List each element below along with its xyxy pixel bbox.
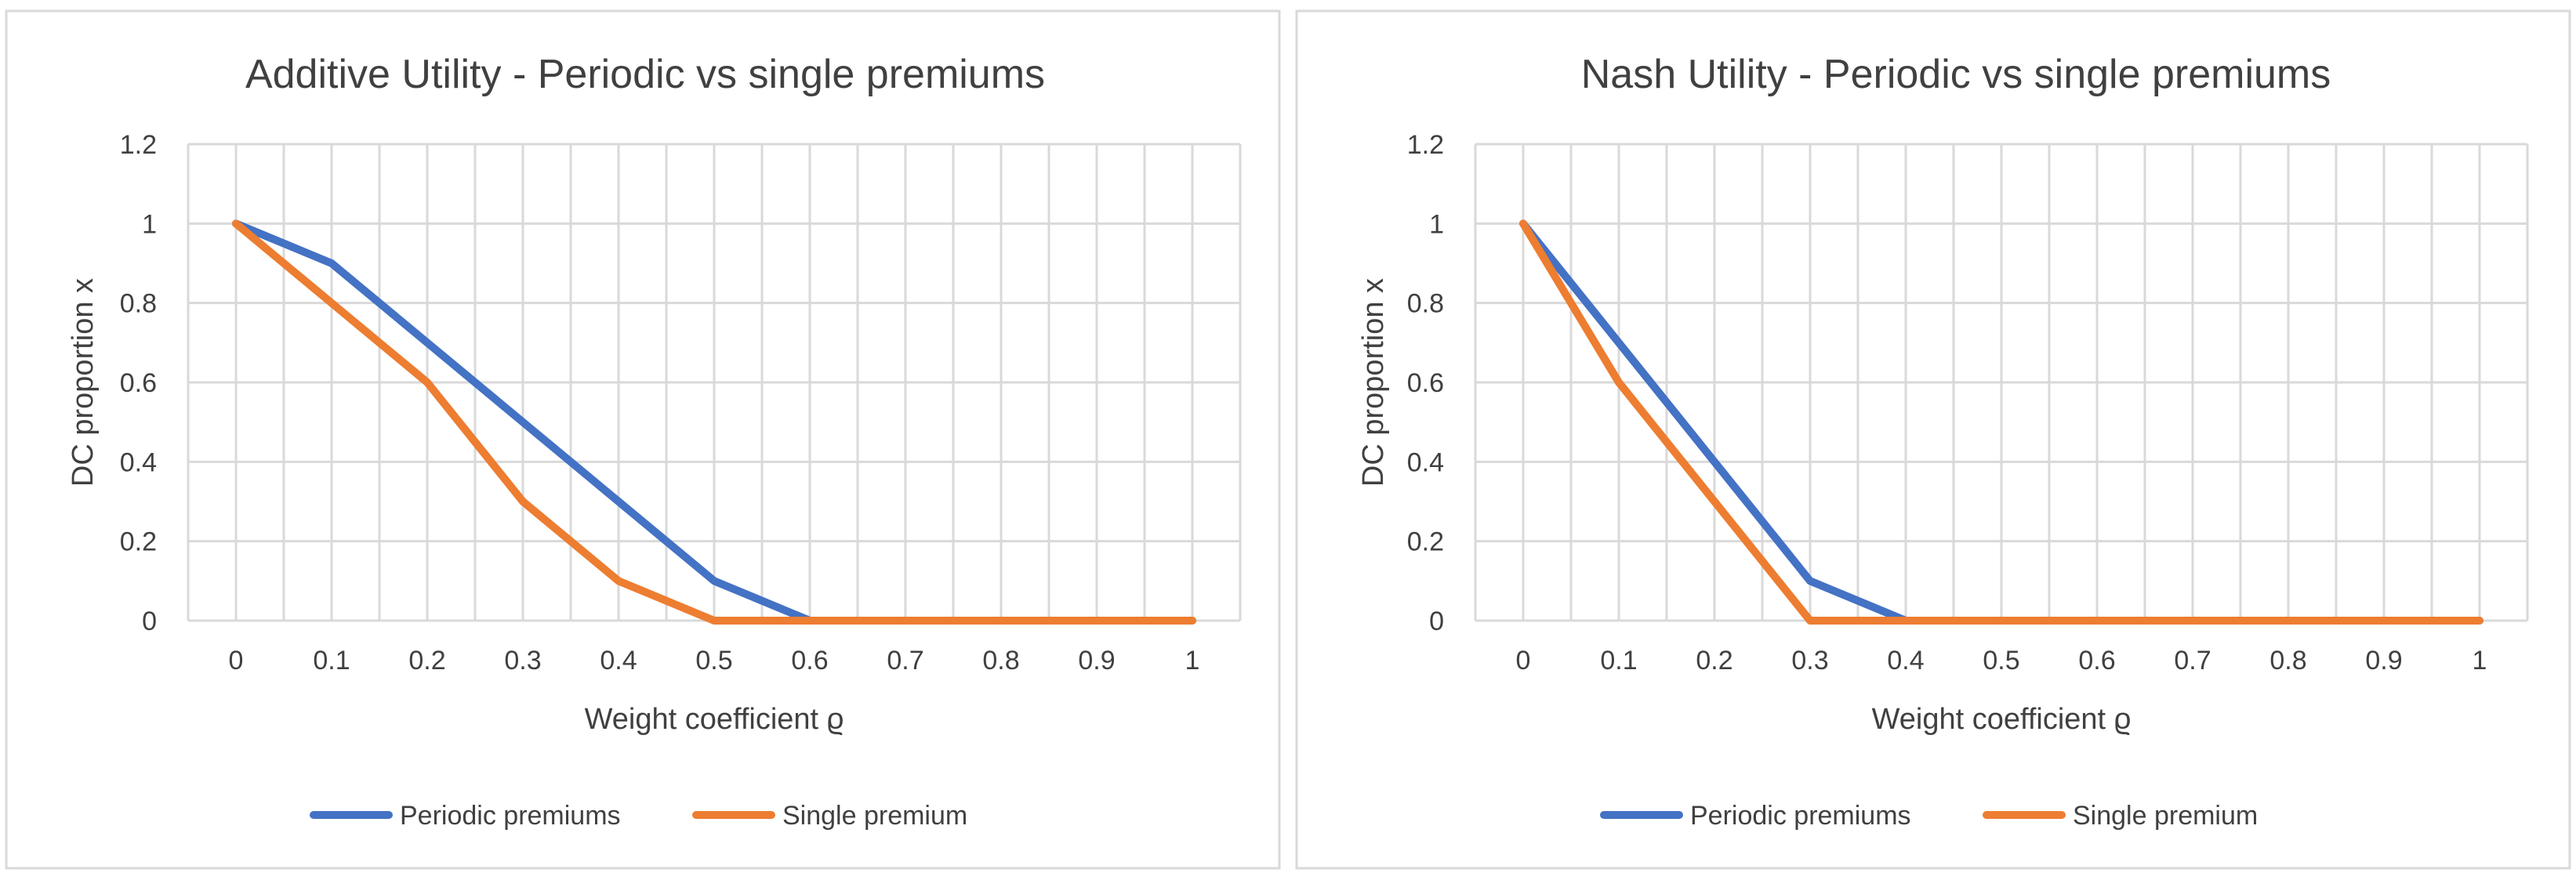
- x-axis-title: Weight coefficient ϱ: [1872, 703, 2132, 736]
- chart-title: Nash Utility - Periodic vs single premiu…: [1581, 52, 2331, 97]
- y-tick-label: 1.2: [120, 130, 157, 160]
- y-tick-label: 0.8: [1407, 289, 1444, 319]
- y-axis-title: DC proportion x: [1357, 278, 1390, 487]
- legend-label: Periodic premiums: [1690, 801, 1911, 831]
- chart-panel-2: Nash Utility - Periodic vs single premiu…: [1295, 9, 2571, 870]
- x-tick-label: 0.2: [1696, 646, 1732, 675]
- y-tick-label: 0.4: [1407, 447, 1444, 477]
- x-tick-label: 1: [1185, 646, 1200, 675]
- y-tick-label: 1.2: [1407, 130, 1444, 160]
- y-tick-label: 0.4: [120, 447, 157, 477]
- x-tick-label: 0.5: [695, 646, 732, 675]
- chart-title: Additive Utility - Periodic vs single pr…: [245, 52, 1045, 97]
- x-tick-label: 0.5: [1983, 646, 2019, 675]
- y-tick-label: 1: [1429, 209, 1444, 239]
- y-tick-label: 1: [142, 209, 157, 239]
- x-tick-label: 0.1: [1600, 646, 1637, 675]
- chart-panel-1: Additive Utility - Periodic vs single pr…: [5, 9, 1281, 870]
- y-tick-label: 0.8: [120, 289, 157, 319]
- x-tick-label: 0.7: [2174, 646, 2211, 675]
- x-tick-label: 0: [1516, 646, 1531, 675]
- x-tick-label: 0.8: [982, 646, 1019, 675]
- series-line-single-premium: [232, 219, 1196, 625]
- chart-frame: [5, 9, 1281, 870]
- x-tick-label: 0.9: [1078, 646, 1115, 675]
- x-tick-label: 0.6: [791, 646, 828, 675]
- x-tick-label: 0.2: [408, 646, 445, 675]
- x-tick-label: 0.8: [2269, 646, 2306, 675]
- legend-label: Single premium: [782, 801, 967, 831]
- x-tick-label: 0.3: [1791, 646, 1828, 675]
- legend: Periodic premiums Single premium: [1600, 801, 2258, 831]
- legend-label: Single premium: [2073, 801, 2258, 831]
- legend: Periodic premiums Single premium: [310, 801, 967, 831]
- y-tick-label: 0: [1429, 607, 1444, 636]
- y-tick-label: 0.6: [120, 368, 157, 398]
- x-axis-title: Weight coefficient ϱ: [585, 703, 844, 736]
- y-tick-label: 0.6: [1407, 368, 1444, 398]
- y-tick-label: 0.2: [1407, 527, 1444, 557]
- x-tick-label: 0.6: [2078, 646, 2115, 675]
- x-tick-label: 0.3: [504, 646, 541, 675]
- x-tick-label: 0: [229, 646, 244, 675]
- y-tick-label: 0.2: [120, 527, 157, 557]
- x-tick-label: 0.7: [887, 646, 923, 675]
- series-line-single-premium: [1519, 219, 2483, 625]
- x-tick-label: 0.4: [1887, 646, 1924, 675]
- x-tick-label: 0.1: [313, 646, 350, 675]
- chart-frame: [1295, 9, 2571, 870]
- y-axis-title: DC proportion x: [67, 278, 100, 487]
- x-tick-label: 0.9: [2365, 646, 2402, 675]
- legend-label: Periodic premiums: [400, 801, 621, 831]
- x-tick-label: 0.4: [600, 646, 637, 675]
- y-tick-label: 0: [142, 607, 157, 636]
- x-tick-label: 1: [2473, 646, 2487, 675]
